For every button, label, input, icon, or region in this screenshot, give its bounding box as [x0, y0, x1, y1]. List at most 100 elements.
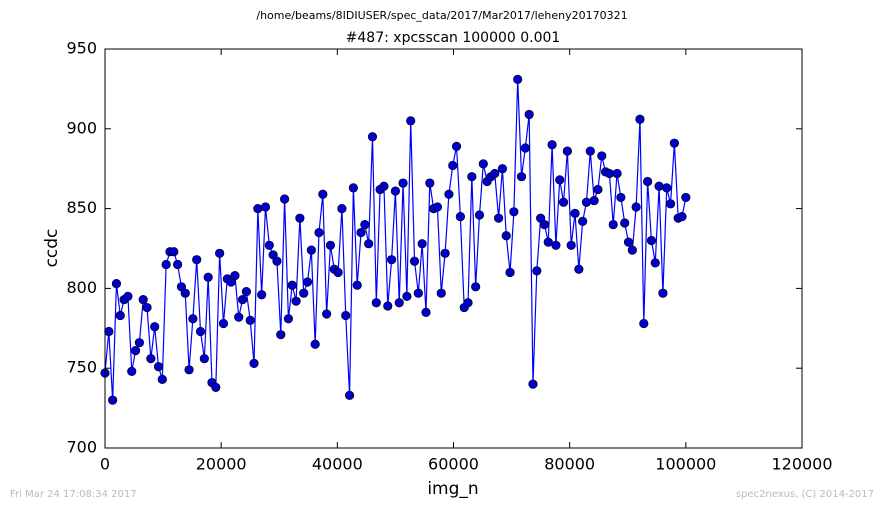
- data-point: [650, 258, 660, 268]
- data-point: [192, 255, 202, 265]
- footer-left: Fri Mar 24 17:08:34 2017: [10, 489, 137, 500]
- data-point: [440, 248, 450, 258]
- data-point: [138, 294, 148, 305]
- data-point: [287, 280, 297, 290]
- data-point: [478, 159, 488, 169]
- data-point: [398, 178, 408, 188]
- data-point: [425, 178, 435, 188]
- data-point: [134, 338, 144, 348]
- data-point: [344, 390, 355, 400]
- data-point: [360, 219, 370, 230]
- data-point: [348, 183, 358, 193]
- x-tick-label: 100000: [655, 455, 716, 474]
- data-point: [463, 298, 473, 308]
- data-point: [681, 192, 691, 203]
- data-point: [490, 168, 500, 179]
- data-point: [249, 358, 259, 369]
- data-point: [111, 279, 122, 289]
- y-tick-label: 900: [66, 118, 97, 137]
- footer-right: spec2nexus, (C) 2014-2017: [736, 489, 874, 500]
- data-point: [260, 202, 271, 212]
- data-point: [199, 354, 209, 364]
- data-point: [322, 309, 332, 319]
- data-point: [509, 207, 519, 217]
- data-point: [669, 138, 679, 148]
- data-point: [241, 286, 251, 297]
- x-tick-label: 60000: [428, 455, 479, 474]
- data-point: [153, 362, 164, 372]
- data-point: [612, 168, 622, 179]
- data-point: [123, 291, 133, 301]
- data-point: [593, 184, 603, 195]
- data-point: [493, 213, 504, 223]
- data-point: [528, 379, 538, 389]
- data-point: [108, 395, 118, 405]
- data-point: [386, 255, 397, 265]
- data-point: [585, 146, 595, 156]
- y-tick-label: 700: [66, 438, 97, 457]
- data-point: [406, 116, 416, 126]
- data-point: [562, 146, 572, 156]
- data-point: [314, 227, 324, 238]
- data-point: [230, 271, 240, 281]
- data-point: [597, 151, 607, 161]
- data-point: [421, 307, 431, 317]
- data-point: [532, 266, 542, 276]
- data-point: [497, 164, 508, 174]
- data-point: [444, 189, 454, 199]
- data-point: [524, 109, 534, 120]
- y-tick-label: 850: [66, 198, 97, 217]
- data-point: [379, 181, 389, 191]
- data-point: [658, 288, 668, 298]
- data-point: [142, 302, 152, 313]
- data-point: [501, 231, 511, 241]
- data-point: [371, 298, 381, 308]
- data-point: [417, 239, 427, 249]
- data-point: [299, 288, 309, 298]
- data-point: [195, 326, 206, 337]
- data-point: [161, 259, 171, 270]
- data-point: [295, 213, 305, 223]
- data-point: [127, 366, 137, 376]
- data-point: [104, 326, 114, 337]
- data-point: [211, 382, 221, 392]
- data-point: [390, 186, 401, 196]
- data-point: [264, 240, 274, 250]
- y-tick-label: 800: [66, 278, 97, 297]
- data-point: [352, 280, 362, 290]
- x-axis-label: img_n: [427, 479, 478, 499]
- data-point: [184, 365, 194, 375]
- data-point: [180, 288, 190, 298]
- data-point: [474, 210, 485, 220]
- data-point: [516, 172, 527, 182]
- data-point: [643, 176, 653, 187]
- data-point: [169, 247, 179, 257]
- data-point: [234, 312, 244, 322]
- data-point: [150, 322, 160, 332]
- data-point: [539, 219, 550, 230]
- data-point: [616, 192, 626, 203]
- data-point: [455, 211, 465, 222]
- data-point: [646, 235, 657, 246]
- y-tick-label: 950: [66, 39, 97, 58]
- data-point: [635, 114, 645, 124]
- data-point: [627, 245, 637, 255]
- data-point: [306, 245, 316, 255]
- x-tick-label: 120000: [771, 455, 832, 474]
- suptitle: /home/beams/8IDIUSER/spec_data/2017/Mar2…: [256, 9, 627, 22]
- data-point: [654, 181, 664, 191]
- data-point: [432, 202, 443, 212]
- data-point: [604, 168, 615, 179]
- data-point: [566, 240, 576, 250]
- data-point: [520, 143, 530, 153]
- data-point: [310, 339, 320, 349]
- data-point: [188, 314, 198, 324]
- data-point: [337, 204, 347, 214]
- data-point: [341, 310, 351, 321]
- data-point: [467, 172, 477, 182]
- data-point: [173, 259, 183, 270]
- data-point: [130, 346, 141, 356]
- data-point: [394, 298, 404, 308]
- data-point: [505, 267, 515, 278]
